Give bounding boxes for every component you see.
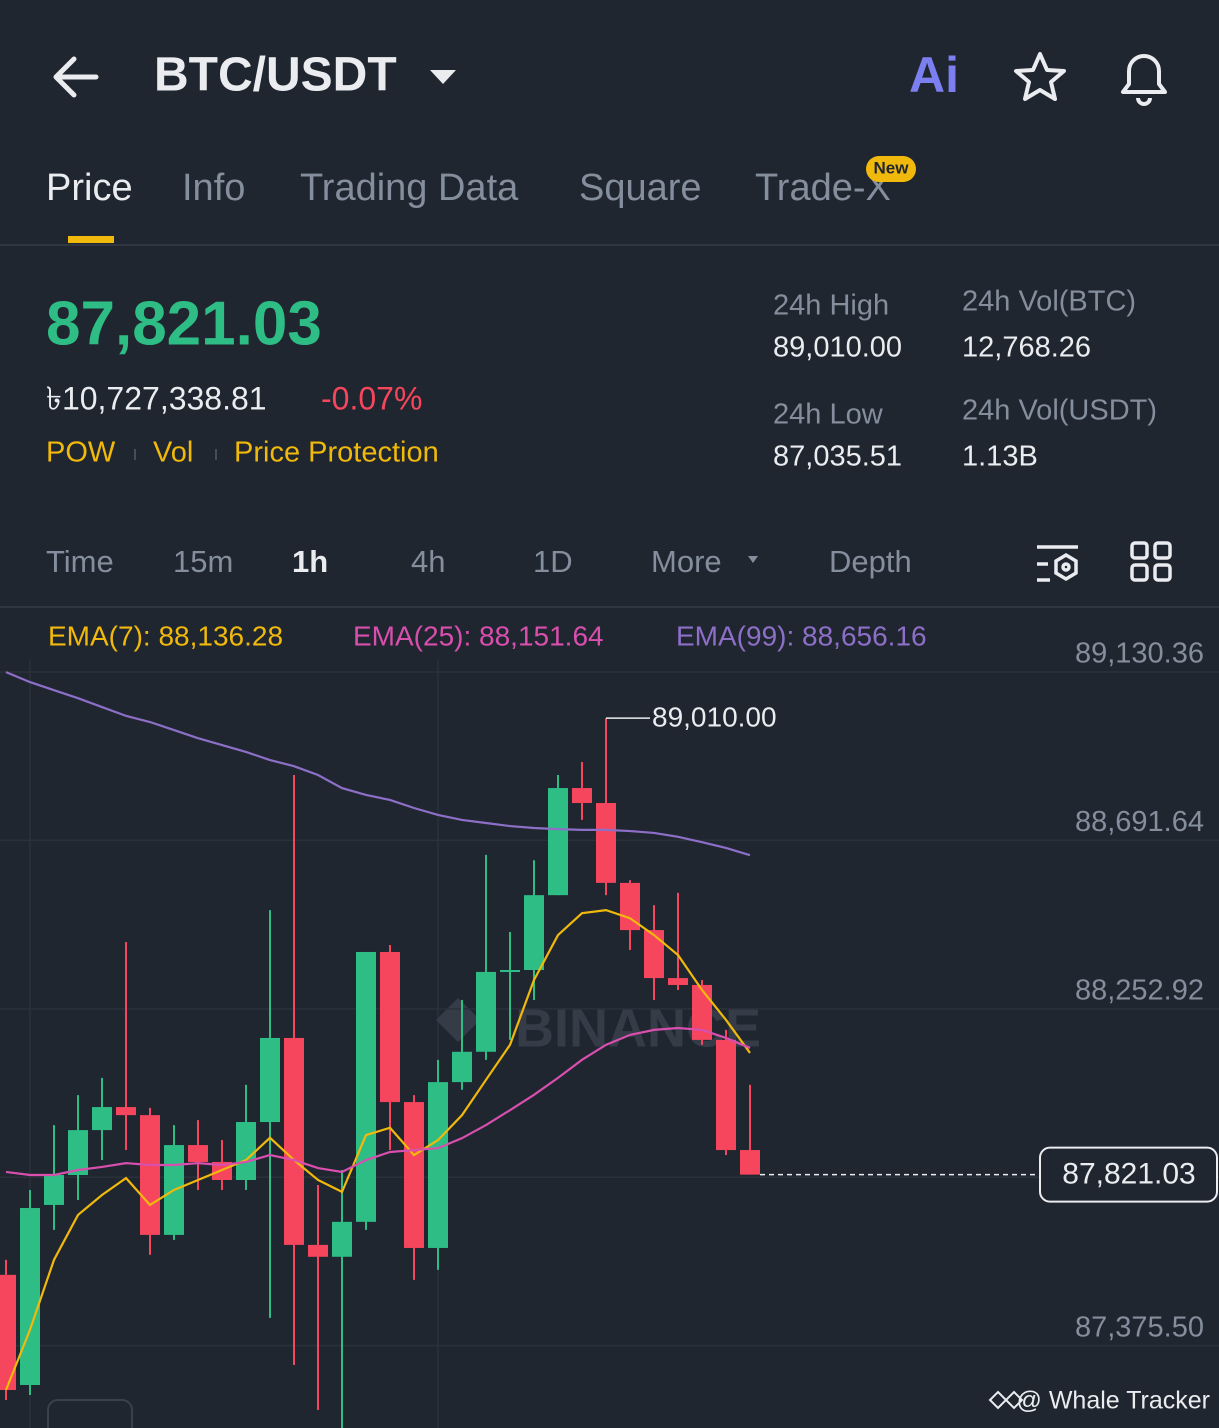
candle-body bbox=[68, 1130, 88, 1176]
interval[interactable]: Depth bbox=[829, 544, 912, 579]
ema-line bbox=[4, 909, 751, 1391]
candle-body bbox=[188, 1145, 208, 1162]
tab[interactable]: Info bbox=[182, 167, 245, 209]
stat-value: 1.13B bbox=[962, 441, 1038, 473]
chart: 89,130.3688,691.6488,252.9287,814.2187,3… bbox=[0, 620, 1219, 1428]
last-price: 87,821.03 bbox=[46, 289, 322, 358]
candle-body bbox=[236, 1122, 256, 1181]
candle-body bbox=[668, 978, 688, 985]
stat-label: 24h Vol(BTC) bbox=[962, 286, 1136, 318]
candle-body bbox=[548, 788, 568, 896]
candle-body bbox=[500, 970, 520, 973]
local-price: ৳10,727,338.81 bbox=[46, 380, 267, 416]
stat-label: 24h Vol(USDT) bbox=[962, 395, 1157, 427]
more-dropdown[interactable] bbox=[748, 556, 758, 563]
tab-bar: Price Info Trading Data Square Trade-X bbox=[46, 167, 891, 209]
interval-bar: Time 15m 1h 4h 1D More Depth bbox=[46, 544, 912, 579]
candle-body bbox=[404, 1102, 424, 1248]
candle-body bbox=[356, 951, 376, 1222]
tag[interactable]: Price Protection bbox=[234, 437, 439, 469]
price-change: -0.07% bbox=[321, 380, 422, 416]
high-label: 89,010.00 bbox=[652, 702, 777, 733]
tab[interactable]: Square bbox=[579, 167, 702, 209]
candle-body bbox=[140, 1115, 160, 1235]
stats: 24h High 89,010.00 24h Vol(BTC) 12,768.26 24… bbox=[773, 286, 1157, 473]
stat-value: 89,010.00 bbox=[773, 332, 902, 364]
interval[interactable]: Time bbox=[46, 544, 114, 579]
credit: @ Whale Tracker bbox=[1017, 1387, 1210, 1415]
pair-dropdown[interactable] bbox=[430, 70, 456, 84]
stat-label: 24h High bbox=[773, 290, 889, 322]
interval[interactable]: 1h bbox=[292, 544, 328, 579]
candle-body bbox=[524, 895, 544, 971]
interval[interactable]: More bbox=[651, 544, 722, 579]
credit-icon bbox=[988, 1390, 1024, 1410]
candle-body bbox=[92, 1107, 112, 1131]
candle-body bbox=[452, 1051, 472, 1083]
favorite-button[interactable] bbox=[1014, 52, 1066, 101]
new-badge-text: New bbox=[874, 158, 910, 177]
y-tick-label: 88,691.64 bbox=[1075, 806, 1204, 838]
tag[interactable]: Vol bbox=[153, 437, 193, 469]
candle-body bbox=[620, 882, 640, 931]
ema-line bbox=[5, 671, 751, 857]
stat-value: 87,035.51 bbox=[773, 441, 902, 473]
candle-body bbox=[596, 803, 616, 883]
candle-body bbox=[428, 1082, 448, 1248]
legend-entry: EMA(99): 88,656.16 bbox=[676, 620, 927, 651]
candle-body bbox=[284, 1037, 304, 1245]
candle-body bbox=[380, 951, 400, 1103]
candle-body bbox=[116, 1107, 136, 1116]
candle-body bbox=[260, 1037, 280, 1123]
candle-body bbox=[644, 930, 664, 979]
interval[interactable]: 1D bbox=[533, 544, 573, 579]
tag[interactable]: POW bbox=[46, 437, 116, 469]
candle-body bbox=[716, 1039, 736, 1151]
stat-label: 24h Low bbox=[773, 399, 884, 431]
indicator-settings-button[interactable] bbox=[1037, 545, 1078, 582]
legend-entry: EMA(7): 88,136.28 bbox=[48, 620, 283, 651]
y-tick-label: 89,130.36 bbox=[1075, 638, 1204, 670]
candle-body bbox=[20, 1208, 40, 1386]
last-price-label: 87,821.03 bbox=[1062, 1158, 1195, 1191]
interval[interactable]: 4h bbox=[411, 544, 445, 579]
active-tab-indicator bbox=[68, 236, 114, 243]
new-badge bbox=[866, 156, 916, 182]
y-tick-label: 87,375.50 bbox=[1075, 1311, 1204, 1343]
ai-icon[interactable]: Ai bbox=[909, 47, 959, 103]
candle-body bbox=[740, 1150, 760, 1175]
pair-title[interactable]: BTC/USDT bbox=[154, 49, 397, 102]
alert-button[interactable] bbox=[1121, 54, 1167, 106]
candle-body bbox=[0, 1274, 16, 1390]
tag-row: POW Vol Price Protection bbox=[46, 437, 439, 469]
candle-body bbox=[692, 984, 712, 1040]
stat-value: 12,768.26 bbox=[962, 332, 1091, 364]
candle-body bbox=[44, 1175, 64, 1205]
layout-button[interactable] bbox=[1130, 541, 1172, 582]
tab[interactable]: Price bbox=[46, 167, 133, 209]
candle-body bbox=[332, 1221, 352, 1257]
candle-body bbox=[476, 971, 496, 1052]
interval[interactable]: 15m bbox=[173, 544, 233, 579]
last-price-box bbox=[1039, 1146, 1218, 1203]
legend-entry: EMA(25): 88,151.64 bbox=[353, 620, 604, 651]
y-tick-label: 88,252.92 bbox=[1075, 974, 1204, 1006]
candle-body bbox=[572, 788, 592, 804]
candle-body bbox=[308, 1244, 328, 1257]
chart-button[interactable] bbox=[47, 1399, 133, 1428]
back-button[interactable] bbox=[53, 56, 99, 98]
tab[interactable]: Trading Data bbox=[300, 167, 519, 209]
ema-line bbox=[5, 1026, 751, 1177]
